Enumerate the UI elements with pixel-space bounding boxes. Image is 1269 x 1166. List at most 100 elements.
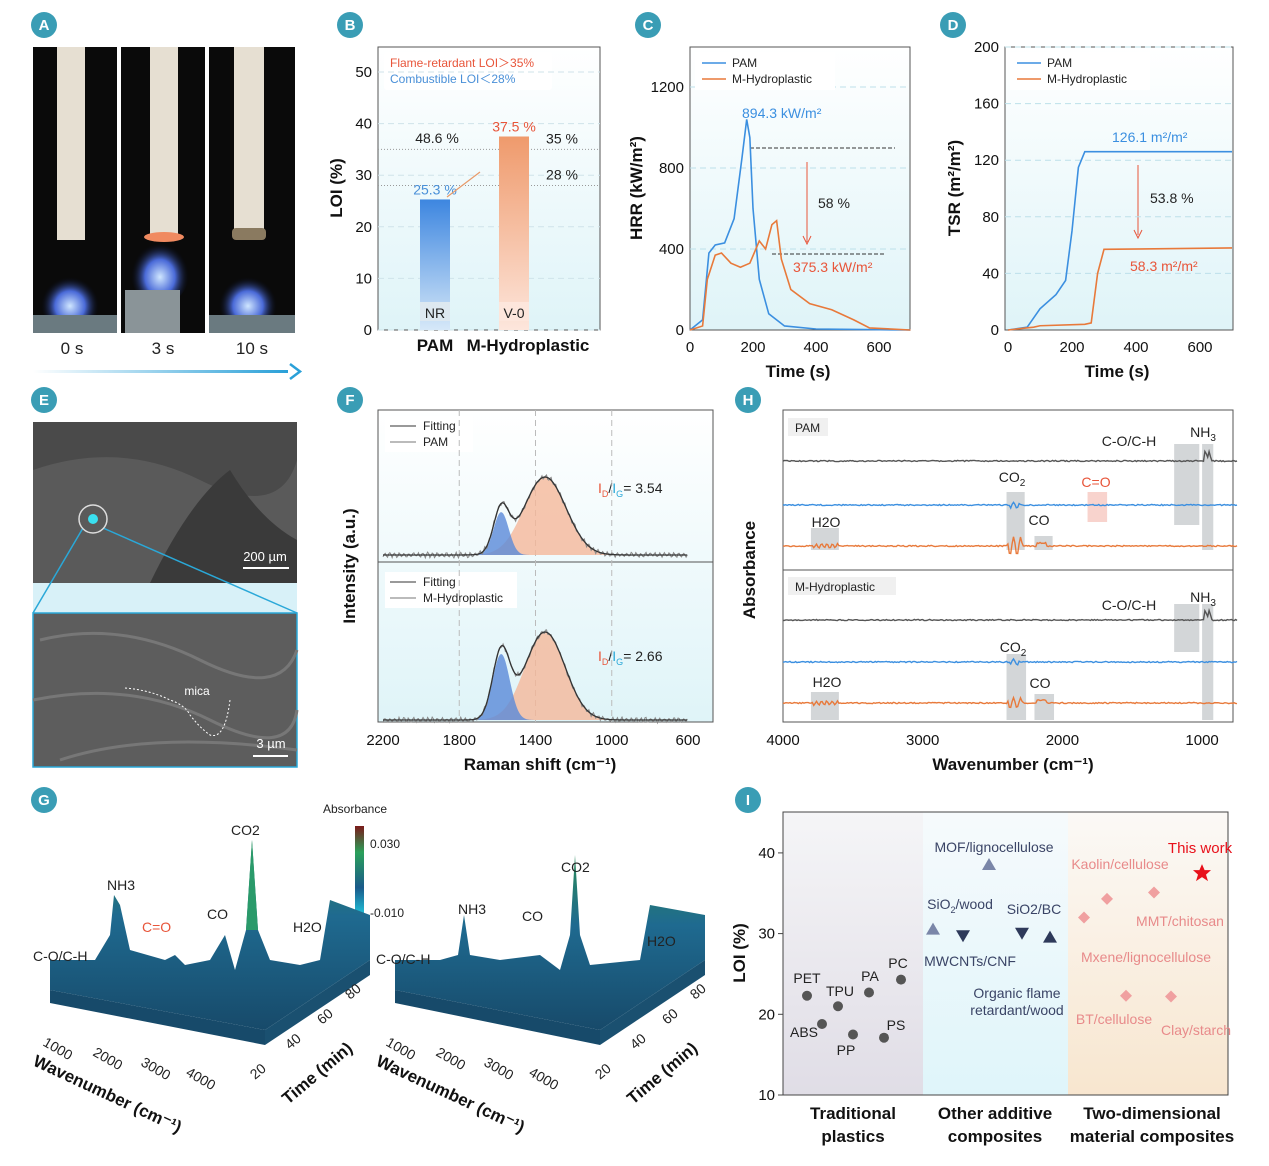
subscript: 3	[1210, 598, 1216, 609]
value-label: 37.5 %	[492, 119, 536, 135]
panel-label-b: B	[345, 17, 356, 34]
subplot-title-pam: PAM	[795, 421, 820, 435]
point-ABS	[817, 1019, 827, 1029]
svg-text:4000: 4000	[184, 1064, 219, 1094]
x-tick: 0	[1004, 339, 1012, 356]
panel-c-chart: HRR (kW/m²) Time (s) 894.3 kW/m² 375.3 k…	[627, 47, 911, 381]
panel-h-chart: Absorbance Wavenumber (cm⁻¹) PAM M-Hydro…	[740, 410, 1237, 774]
point-label: PS	[887, 1017, 906, 1033]
point-label: Organic flame retardant/wood	[970, 985, 1063, 1018]
label-nh3: NH3	[458, 901, 486, 917]
y-tick: 40	[758, 845, 775, 862]
x-tick: 400	[803, 339, 828, 356]
y-tick: 160	[974, 96, 999, 113]
svg-text:20: 20	[592, 1060, 614, 1082]
panel-d-chart: TSR (m²/m²) Time (s) 126.1 m²/m² 58.3 m²…	[945, 39, 1233, 381]
legend-combustible: Combustible LOI＜28%	[390, 72, 516, 86]
y-tick: 120	[974, 152, 999, 169]
final-m-label: 58.3 m²/m²	[1130, 258, 1198, 274]
panel-label-g: G	[38, 792, 50, 809]
y-axis-label: TSR (m²/m²)	[945, 140, 964, 236]
x-tick: 600	[1187, 339, 1212, 356]
panel-label-f: F	[345, 392, 354, 409]
label-co: CO	[207, 906, 228, 922]
point-label: PA	[861, 968, 879, 984]
peak-label: CO	[1030, 675, 1051, 691]
x-axis-label: Raman shift (cm⁻¹)	[464, 755, 617, 774]
point-label: Clay/starch	[1161, 1022, 1231, 1038]
panel-label-h: H	[743, 392, 754, 409]
y-axis-label: Intensity (a.u.)	[340, 508, 359, 623]
y-tick: 0	[991, 322, 999, 339]
y-tick: 1200	[651, 79, 684, 96]
label-co2: CO2	[231, 822, 260, 838]
point-label: SiO2/BC	[1007, 901, 1061, 917]
x-tick: 200	[740, 339, 765, 356]
band-highlight	[1174, 444, 1199, 525]
x-tick: 0	[686, 339, 694, 356]
point-label: PP	[837, 1042, 856, 1058]
x-tick-label: PAM	[417, 336, 454, 355]
y-tick: 10	[758, 1087, 775, 1104]
panel-g-3d-surfaces: Absorbance 0.030 -0.010 NH3 C=O CO CO2 H…	[30, 802, 709, 1137]
y-axis-label: HRR (kW/m²)	[627, 136, 646, 240]
x-tick: 1800	[443, 732, 476, 749]
peak-label: H2O	[812, 514, 841, 530]
label-line: Organic flame	[973, 985, 1060, 1001]
peak-label: C-O/C-H	[1102, 433, 1156, 449]
panel-a-photos: 0 s 3 s 10 s	[33, 47, 300, 379]
y-axis-label: Absorbance	[740, 521, 759, 619]
group-label: Traditional	[810, 1104, 896, 1123]
rating-label: NR	[425, 305, 445, 321]
reference-label: 35 %	[546, 130, 578, 146]
peak-m-label: 375.3 kW/m²	[793, 259, 873, 275]
legend-label: M-Hydroplastic	[1047, 72, 1127, 86]
label-line: retardant/wood	[970, 1002, 1063, 1018]
y-tick: 50	[355, 64, 372, 81]
point-PET	[802, 991, 812, 1001]
point-PC	[896, 975, 906, 985]
colorbar-min: -0.010	[370, 906, 404, 920]
x-axis-label: Time (s)	[766, 362, 831, 381]
x-tick-label: M-Hydroplastic	[467, 336, 590, 355]
photo-0s	[33, 47, 117, 333]
x-tick: 2000	[1046, 732, 1079, 749]
point-label: Mxene/lignocellulose	[1081, 949, 1211, 965]
y-axis-label: LOI (%)	[327, 158, 346, 218]
legend-fitting: Fitting	[423, 419, 456, 433]
x-tick: 2200	[366, 732, 399, 749]
panel-label-d: D	[948, 17, 959, 34]
x-tick: 600	[866, 339, 891, 356]
peak-label: C-O/C-H	[1102, 597, 1156, 613]
point-PP	[848, 1029, 858, 1039]
photo-10s	[209, 47, 295, 333]
label-c-o-c-h: C-O/C-H	[33, 948, 87, 964]
label-rest: /wood	[956, 896, 993, 912]
reduction-label: 53.8 %	[1150, 190, 1194, 206]
time-arrow	[33, 370, 288, 373]
y-tick: 0	[676, 322, 684, 339]
point-label: BT/cellulose	[1076, 1011, 1152, 1027]
time-label-10s: 10 s	[236, 339, 268, 358]
label-h2o: H2O	[647, 933, 676, 949]
x-tick: 3000	[906, 732, 939, 749]
point-PA	[864, 988, 874, 998]
x-tick: 400	[1123, 339, 1148, 356]
reduction-label: 58 %	[818, 195, 850, 211]
point-PS	[879, 1033, 889, 1043]
rating-label: V-0	[503, 305, 524, 321]
colorbar	[355, 826, 364, 914]
x-axis-label: Time (s)	[1085, 362, 1150, 381]
x-tick: 1400	[519, 732, 552, 749]
band-highlight	[811, 692, 839, 720]
panel-f-chart: Intensity (a.u.) Raman shift (cm⁻¹) Fitt…	[340, 410, 713, 774]
peak-pam-label: 894.3 kW/m²	[742, 105, 822, 121]
point-label: ABS	[790, 1024, 818, 1040]
legend-pam: PAM	[423, 435, 448, 449]
panel-label-e: E	[39, 392, 49, 409]
legend-flame-retardant: Flame-retardant LOI＞35%	[390, 56, 534, 70]
scale-bar-label-2: 3 µm	[256, 736, 285, 751]
y-tick: 20	[355, 219, 372, 236]
point-label: Kaolin/cellulose	[1071, 856, 1168, 872]
